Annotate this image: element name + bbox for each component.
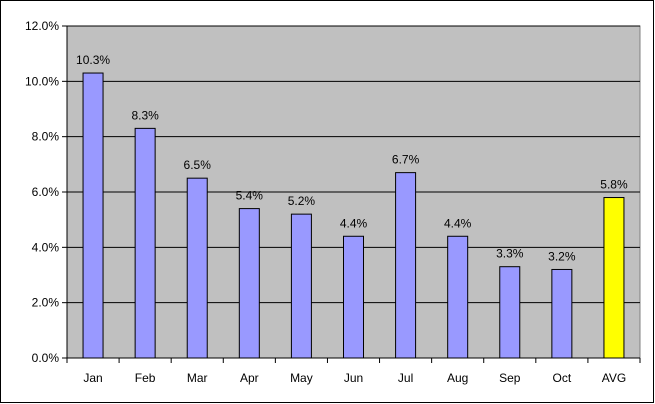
- x-tick-label: Apr: [240, 371, 259, 385]
- bar-aug: [447, 235, 469, 359]
- x-tick-label: Jan: [83, 371, 102, 385]
- bars: [82, 72, 625, 359]
- bar-jul: [395, 172, 417, 359]
- bar-feb: [134, 127, 156, 359]
- y-tick-label: 6.0%: [32, 185, 60, 199]
- data-label: 3.3%: [496, 247, 524, 261]
- y-tick-label: 4.0%: [32, 240, 60, 254]
- x-tick-label: Mar: [187, 371, 208, 385]
- data-label: 4.4%: [340, 216, 368, 230]
- x-tick-label: Jun: [344, 371, 363, 385]
- y-tick-label: 12.0%: [25, 19, 59, 33]
- bar-oct: [551, 268, 573, 359]
- axes: 0.0% 2.0% 4.0% 6.0% 8.0% 10.0% 12.0% Jan Feb Mar A…: [25, 19, 641, 385]
- bar-may: [290, 213, 312, 359]
- x-tick-label: Aug: [447, 371, 468, 385]
- data-label: 6.5%: [184, 158, 212, 172]
- y-tick-label: 0.0%: [32, 351, 60, 365]
- data-label: 10.3%: [76, 53, 110, 67]
- bar-avg: [603, 197, 625, 359]
- bar-jun: [343, 235, 364, 359]
- x-tick-label: Feb: [135, 371, 156, 385]
- bar-mar: [186, 177, 208, 359]
- x-tick-label: Oct: [553, 371, 572, 385]
- x-tick-label: Sep: [499, 371, 521, 385]
- data-label: 4.4%: [444, 216, 472, 230]
- data-label: 8.3%: [131, 108, 159, 122]
- bar-jan: [82, 72, 104, 359]
- y-tick-label: 2.0%: [32, 296, 60, 310]
- bar-sep: [499, 266, 521, 359]
- bar-apr: [238, 208, 260, 359]
- x-tick-label: May: [290, 371, 313, 385]
- y-tick-label: 10.0%: [25, 74, 59, 88]
- data-label: 5.8%: [600, 178, 628, 192]
- x-tick-label: Jul: [398, 371, 413, 385]
- data-labels: 10.3% 8.3% 6.5% 5.4% 5.2% 4.4% 6.7% 4.4% 3.3% 3.2…: [76, 53, 628, 263]
- data-label: 5.2%: [288, 194, 316, 208]
- x-tick-label: AVG: [602, 371, 626, 385]
- data-label: 5.4%: [236, 189, 264, 203]
- y-tick-label: 8.0%: [32, 130, 60, 144]
- data-label: 3.2%: [548, 249, 576, 263]
- data-label: 6.7%: [392, 153, 420, 167]
